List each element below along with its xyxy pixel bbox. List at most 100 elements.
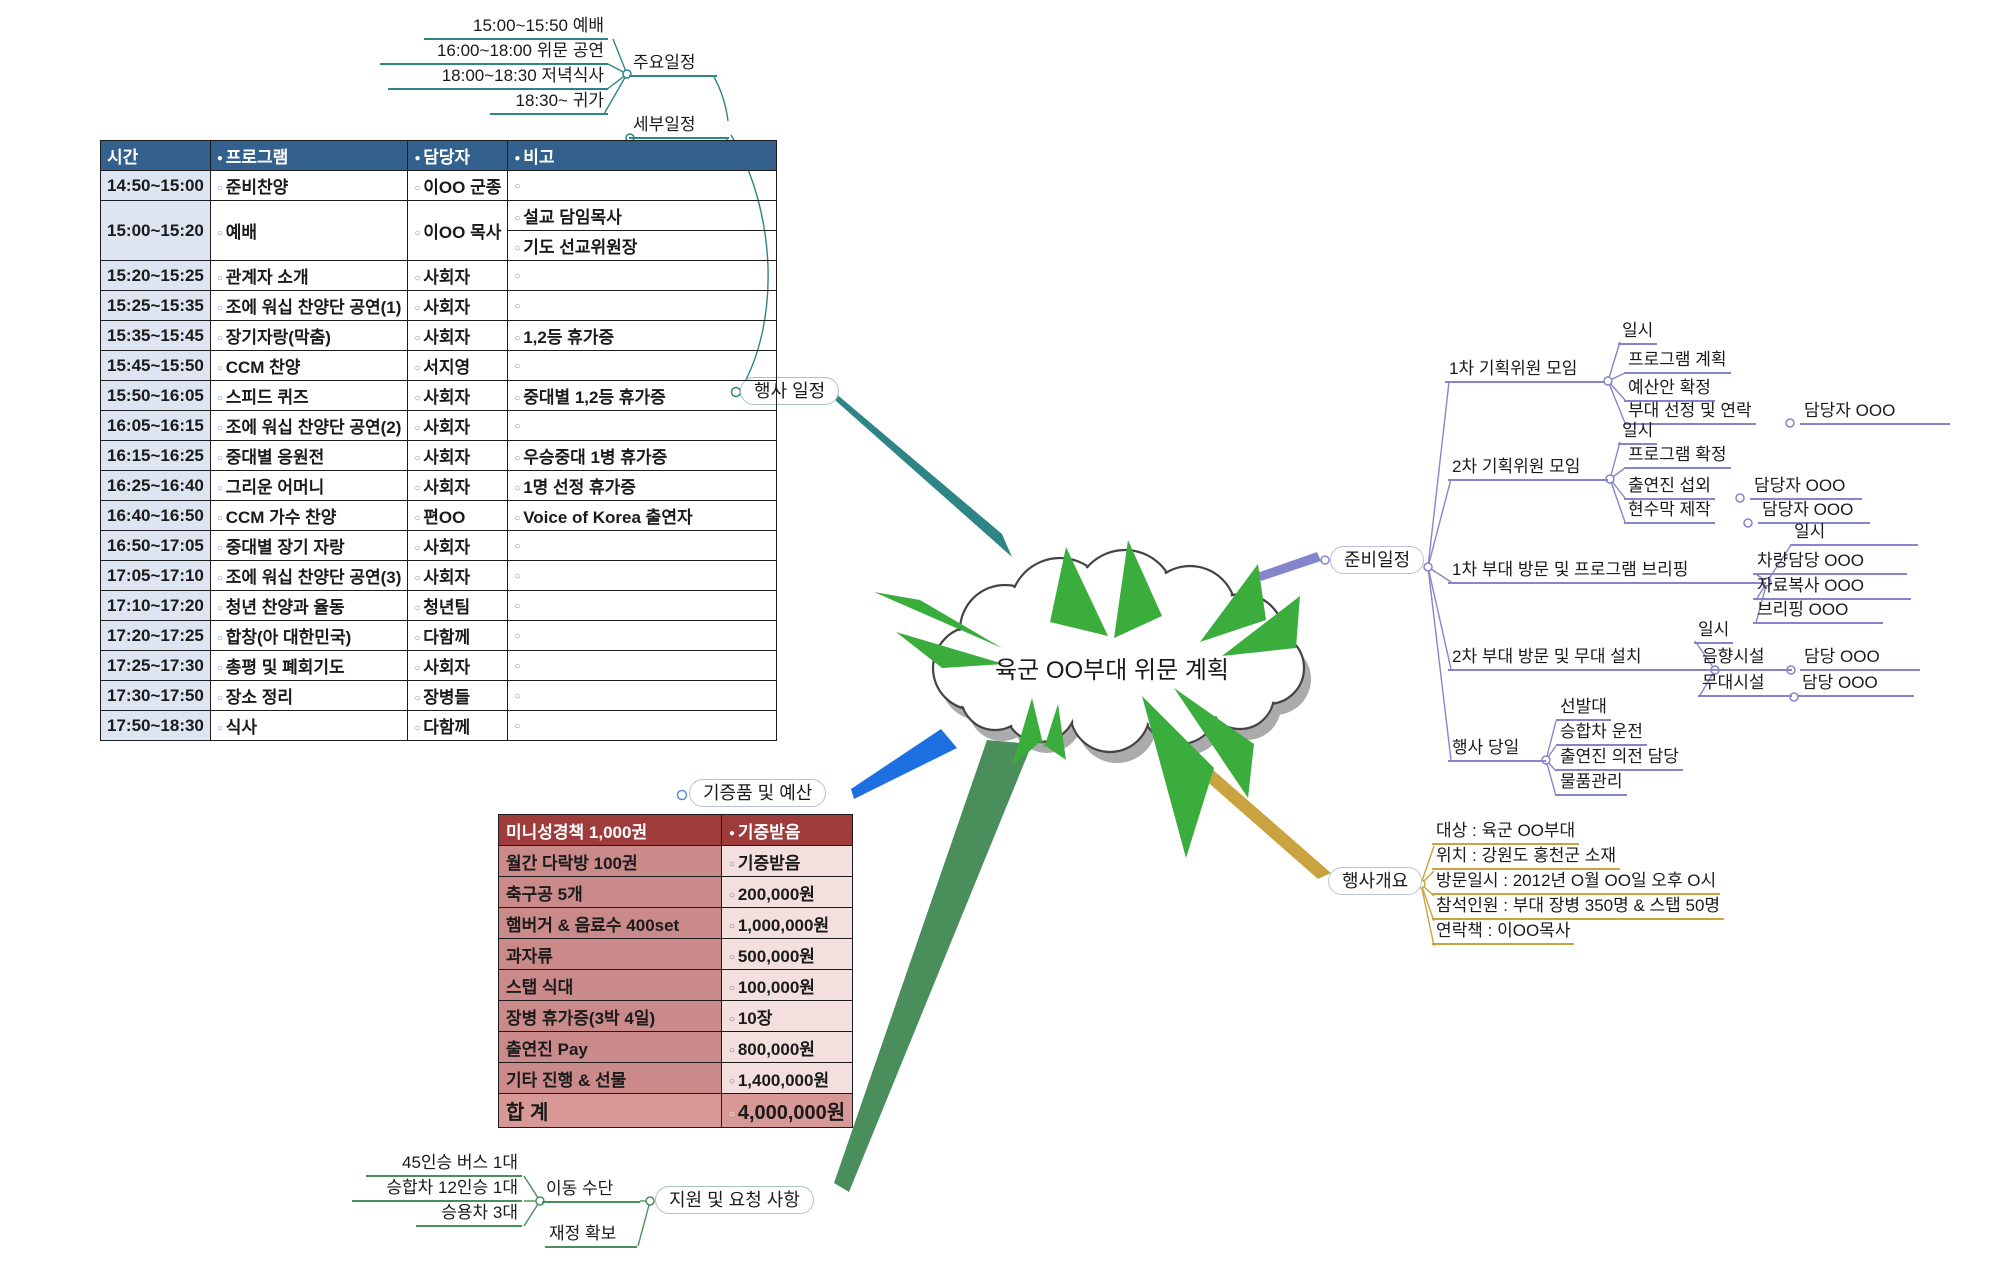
prep-item-tail[interactable]: 담당자 OOO — [1758, 500, 1870, 524]
detail-schedule-label[interactable]: 세부일정 — [629, 115, 729, 139]
prep-item[interactable]: 일시 — [1790, 522, 1918, 546]
node-support[interactable]: 지원 및 요청 사항 — [655, 1186, 814, 1214]
overview-item[interactable]: 연락책 : 이OO목사 — [1432, 921, 1575, 945]
branch-preparation — [1257, 552, 1321, 581]
transport-item[interactable]: 45인승 버스 1대 — [366, 1153, 522, 1177]
schedule-cell — [507, 710, 778, 741]
major-schedule-item[interactable]: 16:00~18:00 위문 공연 — [380, 41, 608, 65]
prep-group[interactable]: 행사 당일 — [1448, 738, 1546, 762]
donation-cell: 4,000,000원 — [720, 1093, 854, 1128]
transport-item[interactable]: 승합차 12인승 1대 — [352, 1178, 522, 1202]
node-donation[interactable]: 기증품 및 예산 — [689, 779, 827, 807]
schedule-cell — [507, 290, 778, 321]
donation-cell: 월간 다락방 100권 — [498, 845, 722, 877]
schedule-cell: 조에 워십 찬양단 공연(3) — [209, 560, 409, 591]
prep-item-tail[interactable]: 담당 OOO — [1798, 673, 1914, 697]
overview-item[interactable]: 대상 : 육군 OO부대 — [1432, 821, 1580, 845]
donation-cell: 과자류 — [498, 938, 722, 970]
node-overview[interactable]: 행사개요 — [1328, 867, 1423, 895]
schedule-cell: 기도 선교위원장 — [507, 230, 778, 261]
overview-item[interactable]: 방문일시 : 2012년 O월 OO일 오후 O시 — [1432, 871, 1721, 895]
donation-cell: 800,000원 — [720, 1031, 854, 1063]
schedule-cell: 장소 정리 — [209, 680, 409, 711]
prep-item-tail[interactable]: 담당 OOO — [1800, 647, 1920, 671]
donation-cell: 합 계 — [498, 1093, 722, 1128]
schedule-cell: 준비찬양 — [209, 170, 409, 201]
schedule-cell: 중대별 1,2등 휴가증 — [507, 380, 778, 411]
prep-item[interactable]: 음향시설 — [1698, 647, 1792, 671]
prep-item[interactable]: 출연진 의전 담당 — [1556, 747, 1683, 771]
overview-item[interactable]: 위치 : 강원도 홍천군 소재 — [1432, 846, 1621, 870]
prep-item[interactable]: 자료복사 OOO — [1753, 576, 1911, 600]
finance-label[interactable]: 재정 확보 — [545, 1224, 637, 1248]
node-preparation[interactable]: 준비일정 — [1330, 546, 1425, 574]
overview-item[interactable]: 참석인원 : 부대 장병 350명 & 스탭 50명 — [1432, 896, 1725, 920]
schedule-cell — [507, 620, 778, 651]
schedule-cell: 사회자 — [407, 320, 509, 351]
schedule-cell: 17:05~17:10 — [100, 560, 211, 591]
schedule-cell: 장병들 — [407, 680, 509, 711]
central-topic[interactable]: 육군 OO부대 위문 계획 — [995, 657, 1229, 684]
prep-item[interactable]: 프로그램 확정 — [1624, 445, 1731, 469]
prep-item[interactable]: 프로그램 계획 — [1624, 350, 1731, 374]
donation-cell: 1,000,000원 — [720, 907, 854, 939]
schedule-cell: 예배 — [209, 200, 409, 261]
schedule-cell: 설교 담임목사 — [507, 200, 778, 231]
schedule-cell: 중대별 장기 자랑 — [209, 530, 409, 561]
prep-item[interactable]: 브리핑 OOO — [1753, 600, 1883, 624]
schedule-cell: 15:25~15:35 — [100, 290, 211, 321]
prep-item[interactable]: 예산안 확정 — [1624, 378, 1715, 402]
schedule-cell: 사회자 — [407, 470, 509, 501]
donation-cell: 스탭 식대 — [498, 969, 722, 1001]
prep-group[interactable]: 2차 기획위원 모임 — [1448, 457, 1608, 481]
schedule-cell: 합창(아 대한민국) — [209, 620, 409, 651]
schedule-cell: 사회자 — [407, 290, 509, 321]
schedule-cell: 사회자 — [407, 260, 509, 291]
major-schedule-item[interactable]: 15:00~15:50 예배 — [424, 16, 608, 40]
prep-item[interactable]: 선발대 — [1556, 697, 1611, 721]
donation-cell: 미니성경책 1,000권 — [498, 814, 722, 846]
prep-item[interactable]: 부대 선정 및 연락 — [1624, 401, 1756, 425]
donation-cell: 500,000원 — [720, 938, 854, 970]
schedule-cell: 관계자 소개 — [209, 260, 409, 291]
schedule-cell: 15:35~15:45 — [100, 320, 211, 351]
prep-group[interactable]: 2차 부대 방문 및 무대 설치 — [1448, 647, 1708, 671]
schedule-cell: 사회자 — [407, 380, 509, 411]
donation-cell: 기증받음 — [720, 814, 854, 846]
schedule-cell: 1명 선정 휴가증 — [507, 470, 778, 501]
transport-item[interactable]: 승용차 3대 — [416, 1203, 522, 1227]
schedule-cell: 다함께 — [407, 620, 509, 651]
prep-group[interactable]: 1차 기획위원 모임 — [1445, 359, 1605, 383]
schedule-cell — [507, 530, 778, 561]
prep-item-tail[interactable]: 담당자 OOO — [1750, 476, 1862, 500]
prep-item[interactable]: 물품관리 — [1556, 772, 1627, 796]
schedule-col-header: 담당자 — [407, 140, 509, 171]
branch-support — [834, 740, 1032, 1192]
prep-item[interactable]: 일시 — [1618, 321, 1658, 345]
donation-cell: 200,000원 — [720, 876, 854, 908]
schedule-cell: 그리운 어머니 — [209, 470, 409, 501]
schedule-cell: 장기자랑(막춤) — [209, 320, 409, 351]
donation-cell: 기타 진행 & 선물 — [498, 1062, 722, 1094]
prep-item-tail[interactable]: 담당자 OOO — [1800, 401, 1950, 425]
major-schedule-item[interactable]: 18:00~18:30 저녁식사 — [388, 66, 608, 90]
schedule-cell: 스피드 퀴즈 — [209, 380, 409, 411]
prep-item[interactable]: 일시 — [1618, 421, 1658, 445]
prep-item[interactable]: 차량담당 OOO — [1753, 551, 1907, 575]
schedule-cell: 17:50~18:30 — [100, 710, 211, 741]
prep-item[interactable]: 승합차 운전 — [1556, 722, 1647, 746]
major-schedule-item[interactable]: 18:30~ 귀가 — [490, 91, 608, 115]
schedule-cell: 우승중대 1병 휴가증 — [507, 440, 778, 471]
prep-item[interactable]: 출연진 섭외 — [1624, 476, 1715, 500]
schedule-table-wrap: 시간프로그램담당자비고 14:50~15:00준비찬양이OO 군종 15:00~15… — [100, 140, 778, 741]
prep-item[interactable]: 현수막 제작 — [1624, 500, 1715, 524]
prep-item[interactable]: 일시 — [1694, 620, 1734, 644]
major-schedule-label[interactable]: 주요일정 — [629, 53, 717, 77]
prep-group[interactable]: 1차 부대 방문 및 프로그램 브리핑 — [1448, 560, 1766, 584]
schedule-cell: 사회자 — [407, 410, 509, 441]
schedule-cell: 15:00~15:20 — [100, 200, 211, 261]
transport-label[interactable]: 이동 수단 — [542, 1179, 640, 1203]
prep-item[interactable]: 무대시설 — [1698, 673, 1792, 697]
schedule-col-header: 비고 — [507, 140, 778, 171]
